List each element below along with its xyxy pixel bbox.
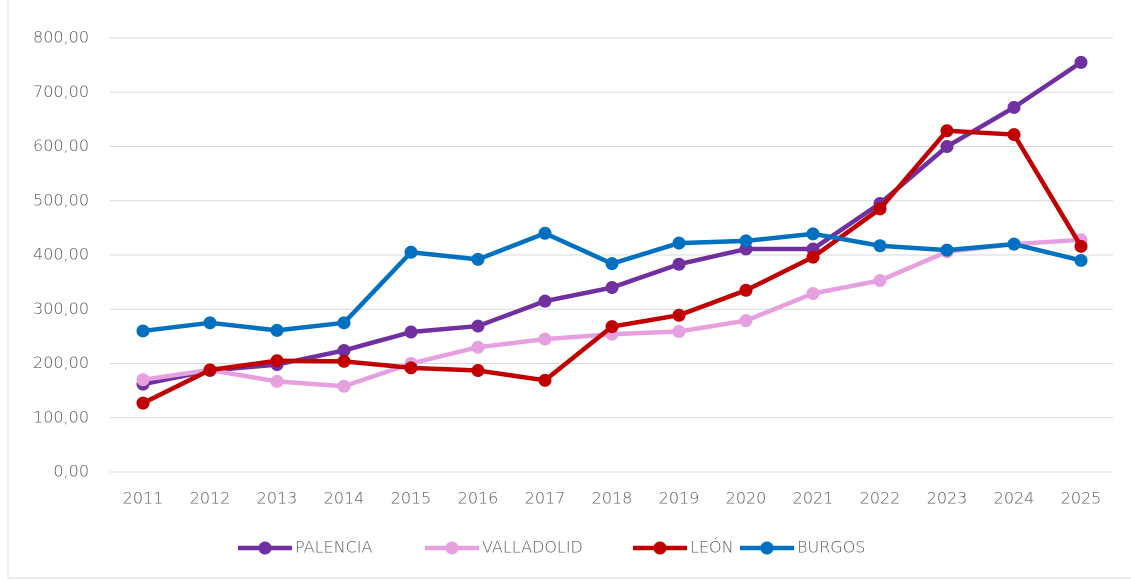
data-point [940, 124, 954, 138]
x-tick-label: 2020 [726, 489, 767, 508]
data-point [136, 324, 150, 338]
data-point [471, 340, 485, 354]
y-tick-label: 200,00 [33, 353, 89, 372]
data-point [203, 316, 217, 330]
x-tick-label: 2021 [793, 489, 834, 508]
y-tick-label: 800,00 [33, 28, 89, 47]
y-tick-label: 700,00 [33, 82, 89, 101]
data-point [1007, 100, 1021, 114]
legend-label: BURGOS [797, 538, 865, 557]
data-point [672, 308, 686, 322]
data-point [739, 314, 753, 328]
data-point [806, 287, 820, 301]
y-tick-label: 400,00 [33, 245, 89, 264]
data-point [471, 319, 485, 333]
legend-label: LEÓN [690, 538, 734, 557]
data-point [270, 354, 284, 368]
data-point [337, 343, 351, 357]
x-tick-label: 2014 [324, 489, 365, 508]
data-point [873, 239, 887, 253]
data-point [404, 325, 418, 339]
data-point [337, 316, 351, 330]
data-point [940, 243, 954, 257]
data-point [471, 252, 485, 266]
data-point [203, 363, 217, 377]
x-tick-label: 2012 [190, 489, 231, 508]
data-point [538, 373, 552, 387]
data-point [538, 294, 552, 308]
data-point [873, 202, 887, 216]
x-tick-label: 2023 [927, 489, 968, 508]
data-point [404, 361, 418, 375]
legend-marker [258, 541, 272, 555]
data-point [404, 245, 418, 259]
y-tick-label: 600,00 [33, 136, 89, 155]
y-tick-label: 300,00 [33, 299, 89, 318]
data-point [806, 250, 820, 264]
data-point [739, 234, 753, 248]
data-point [337, 379, 351, 393]
data-point [739, 283, 753, 297]
data-point [672, 324, 686, 338]
x-tick-label: 2013 [257, 489, 298, 508]
x-tick-label: 2022 [860, 489, 901, 508]
legend-marker [445, 541, 459, 555]
data-point [337, 354, 351, 368]
x-tick-label: 2018 [592, 489, 633, 508]
x-tick-label: 2017 [525, 489, 566, 508]
data-point [806, 227, 820, 241]
data-point [605, 320, 619, 334]
x-tick-label: 2024 [994, 489, 1035, 508]
legend-label: PALENCIA [295, 538, 372, 557]
data-point [538, 332, 552, 346]
data-point [270, 374, 284, 388]
y-tick-label: 0,00 [53, 462, 89, 481]
data-point [672, 257, 686, 271]
legend-marker [760, 541, 774, 555]
data-point [873, 273, 887, 287]
data-point [1074, 239, 1088, 253]
data-point [136, 396, 150, 410]
data-point [270, 323, 284, 337]
data-point [471, 364, 485, 378]
data-point [605, 257, 619, 271]
x-tick-label: 2025 [1061, 489, 1102, 508]
data-point [605, 281, 619, 295]
x-tick-label: 2011 [123, 489, 164, 508]
y-tick-label: 100,00 [33, 407, 89, 426]
x-tick-label: 2015 [391, 489, 432, 508]
data-point [1007, 237, 1021, 251]
data-point [1074, 55, 1088, 69]
legend-marker [653, 541, 667, 555]
data-point [538, 226, 552, 240]
legend-label: VALLADOLID [482, 538, 583, 557]
y-tick-label: 500,00 [33, 190, 89, 209]
data-point [1007, 128, 1021, 142]
data-point [940, 140, 954, 153]
chart-border [7, 0, 1131, 579]
data-point [1074, 253, 1088, 267]
data-point [136, 373, 150, 387]
data-point [672, 236, 686, 250]
x-tick-label: 2019 [659, 489, 700, 508]
x-tick-label: 2016 [458, 489, 499, 508]
